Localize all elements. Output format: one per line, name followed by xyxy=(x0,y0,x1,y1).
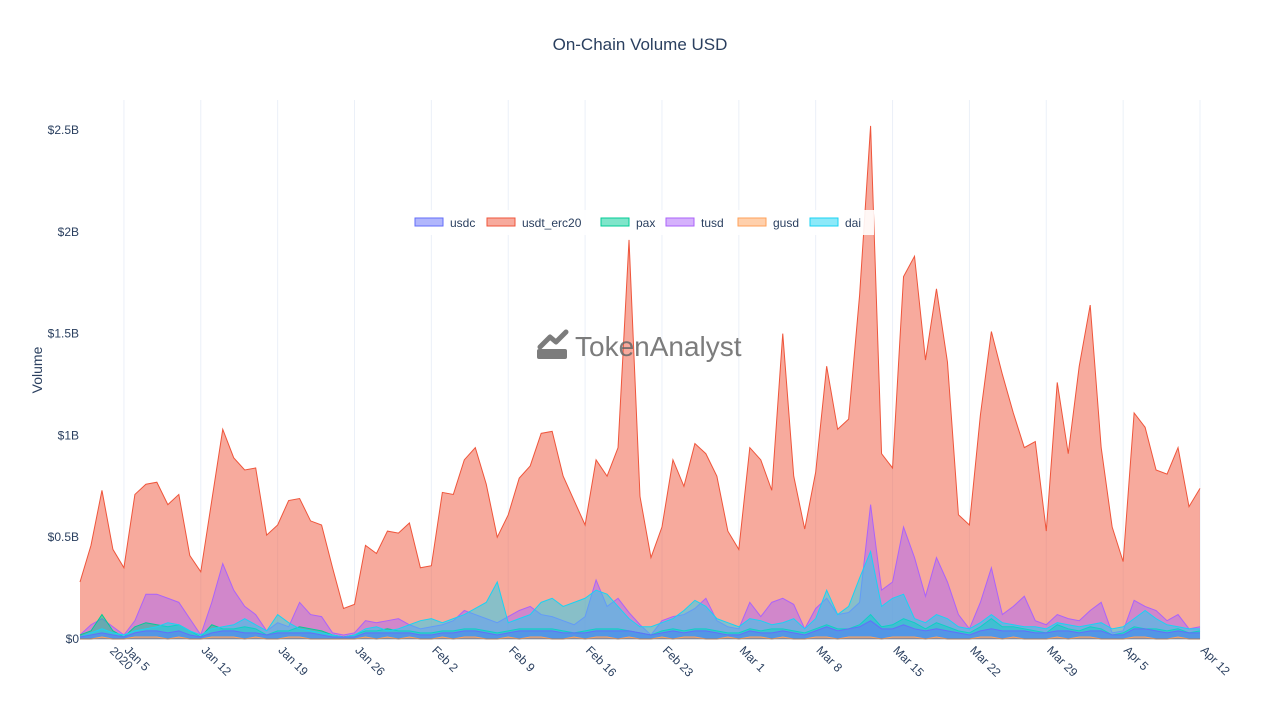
line-usdc xyxy=(79,620,1200,638)
legend-item-dai[interactable]: dai xyxy=(809,216,861,230)
y-tick-label: $1.5B xyxy=(48,327,79,341)
y-tick-label: $0 xyxy=(66,632,80,646)
legend-label: tusd xyxy=(701,216,724,230)
legend-item-tusd[interactable]: tusd xyxy=(665,216,724,230)
area-gusd xyxy=(80,636,1200,639)
x-tick-label: Mar 15 xyxy=(890,643,927,680)
x-tick: Apr 12 xyxy=(1198,643,1233,678)
area-usdt-erc20 xyxy=(80,125,1200,640)
area-dai xyxy=(80,551,1200,639)
x-tick-label: Mar 1 xyxy=(737,643,769,675)
x-tick-label: Mar 8 xyxy=(814,643,846,675)
line-gusd xyxy=(80,636,1200,640)
line-usdt-erc20 xyxy=(79,125,1201,610)
x-tick-label: Apr 5 xyxy=(1121,643,1151,673)
x-tick: Feb 9 xyxy=(506,643,538,675)
x-tick: Mar 8 xyxy=(814,643,846,675)
legend-item-gusd[interactable]: gusd xyxy=(737,216,799,230)
legend-swatch xyxy=(665,217,695,227)
x-tick: Jan 19 xyxy=(276,643,312,679)
x-tick: Mar 1 xyxy=(737,643,769,675)
legend-swatch xyxy=(737,217,767,227)
legend-label: dai xyxy=(845,216,861,230)
x-tick: Mar 29 xyxy=(1044,643,1081,680)
x-tick-label: Mar 29 xyxy=(1044,643,1081,680)
y-tick-label: $2B xyxy=(58,225,79,239)
legend-label: pax xyxy=(636,216,655,230)
legend-item-usdc[interactable]: usdc xyxy=(414,216,475,230)
chart-title: On-Chain Volume USD xyxy=(553,35,728,54)
y-axis-label: Volume xyxy=(29,346,45,393)
x-tick: Feb 23 xyxy=(660,643,697,680)
legend[interactable]: usdc usdt_erc20 pax tusd gusd dai xyxy=(408,210,874,235)
legend-background xyxy=(408,210,874,235)
watermark-text: TokenAnalyst xyxy=(575,331,742,362)
chart-line-icon xyxy=(537,329,569,359)
area-usdc xyxy=(80,620,1200,639)
x-tick-label: Apr 12 xyxy=(1198,643,1233,678)
y-axis: $0 $0.5B $1B $1.5B $2B $2.5B xyxy=(48,123,80,646)
legend-swatch xyxy=(414,217,444,227)
x-tick-label: Feb 16 xyxy=(583,643,620,680)
x-tick: Feb 2 xyxy=(429,643,461,675)
x-tick: Mar 22 xyxy=(967,643,1004,680)
legend-swatch xyxy=(486,217,516,227)
legend-label: usdt_erc20 xyxy=(522,216,582,230)
legend-label: usdc xyxy=(450,216,475,230)
x-tick-label: Jan 12 xyxy=(199,643,235,679)
x-tick: Jan 26 xyxy=(352,643,388,679)
x-tick: Feb 16 xyxy=(583,643,620,680)
y-tick-label: $2.5B xyxy=(48,123,79,137)
x-tick-label: Feb 2 xyxy=(429,643,461,675)
x-tick: Jan 12 xyxy=(199,643,235,679)
y-tick-label: $1B xyxy=(58,428,79,442)
watermark: TokenAnalyst xyxy=(537,329,742,362)
x-tick: Mar 15 xyxy=(890,643,927,680)
area-tusd xyxy=(80,504,1200,639)
x-tick-label: Jan 19 xyxy=(276,643,312,679)
line-dai xyxy=(79,549,1200,638)
legend-label: gusd xyxy=(773,216,799,230)
y-tick-label: $0.5B xyxy=(48,530,79,544)
legend-item-usdt-erc20[interactable]: usdt_erc20 xyxy=(486,216,582,230)
x-tick-label: Feb 9 xyxy=(506,643,538,675)
x-tick-label: Jan 26 xyxy=(352,643,388,679)
legend-swatch xyxy=(600,217,630,227)
x-tick-label: Feb 23 xyxy=(660,643,697,680)
x-tick: Apr 5 xyxy=(1121,643,1151,673)
legend-swatch xyxy=(809,217,839,227)
series-areas xyxy=(79,125,1201,640)
legend-item-pax[interactable]: pax xyxy=(600,216,655,230)
x-tick-label: Mar 22 xyxy=(967,643,1004,680)
